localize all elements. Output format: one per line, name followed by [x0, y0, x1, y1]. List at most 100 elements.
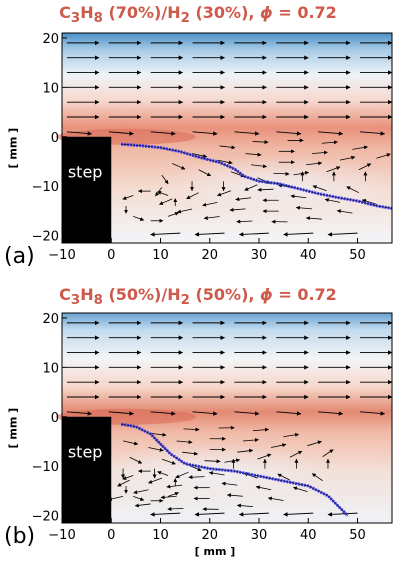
vortex-arrow: [277, 473, 291, 481]
return-flow-arrow: [283, 232, 314, 237]
flow-arrow: [318, 131, 344, 136]
flow-arrow: [150, 131, 176, 136]
flow-arrow: [234, 131, 260, 136]
vortex-arrow: [191, 153, 208, 158]
x-tick-label: 30: [251, 248, 268, 263]
step-block: [62, 416, 112, 523]
vortex-arrow: [252, 427, 269, 432]
flow-arrow: [192, 131, 218, 136]
x-tick-label: −10: [48, 248, 75, 263]
vortex-arrow: [208, 471, 225, 476]
vortex-arrow: [123, 440, 139, 446]
panel-b-y-axis-label: [ mm ]: [6, 407, 20, 449]
velocity-vectors: [66, 320, 393, 517]
vortex-arrow: [311, 150, 328, 155]
vortex-arrow: [336, 209, 353, 214]
vortex-arrow: [129, 456, 143, 464]
vortex-arrow: [236, 503, 253, 508]
vortex-arrow: [293, 170, 310, 176]
vortex-arrow: [251, 164, 267, 169]
flow-arrow: [359, 411, 386, 416]
vortex-arrow: [219, 145, 236, 150]
panel-a-title: C3H8 (70%)/H2 (30%), ϕ = 0.72: [59, 3, 337, 27]
flow-arrow: [66, 411, 93, 416]
vortex-arrow: [376, 153, 391, 159]
flow-arrow: [276, 131, 302, 136]
vortex-arrow: [358, 163, 372, 171]
vortex-arrow: [198, 169, 212, 177]
flame-front-core: [121, 423, 348, 516]
vortex-arrow: [236, 219, 253, 224]
panel-a-plot: step 20 10 0 −10 −20 −10 0 10 20 30 40 50: [32, 32, 396, 263]
vortex-arrow: [237, 448, 254, 453]
corner-vortex-arrow: [122, 475, 134, 480]
vortex-arrow: [204, 459, 221, 464]
vortex-arrow: [255, 485, 272, 491]
step-label: step: [68, 162, 103, 181]
vortex-arrow: [150, 432, 167, 437]
vortex-arrow: [289, 450, 303, 458]
return-flow-arrow: [327, 512, 358, 517]
vortex-arrow: [295, 205, 312, 210]
y-tick-label: −10: [32, 180, 59, 195]
return-flow-arrow: [238, 512, 269, 517]
flow-arrow: [234, 411, 260, 416]
vortex-arrow: [283, 432, 300, 438]
vortex-arrow: [117, 479, 130, 487]
step-label: step: [68, 442, 103, 461]
vortex-arrow: [188, 464, 202, 472]
vortex-arrow: [176, 440, 193, 445]
vortex-arrow: [242, 438, 259, 442]
vortex-arrow: [172, 163, 186, 170]
flow-arrow: [66, 131, 93, 136]
vortex-arrow: [290, 194, 307, 199]
flow-arrow: [318, 411, 344, 416]
return-flow-arrow: [194, 232, 225, 237]
return-flow-arrow: [283, 512, 314, 517]
panel-b-title: C3H8 (50%)/H2 (50%), ϕ = 0.72: [59, 285, 337, 309]
corner-vortex-arrow: [157, 470, 169, 476]
panel-a-y-axis-label: [ mm ]: [6, 127, 20, 169]
recirculation-zone: [158, 155, 396, 216]
flow-arrow: [108, 411, 134, 416]
x-tick-label: 20: [201, 248, 218, 263]
vortex-arrow: [167, 506, 184, 511]
vortex-arrow: [235, 197, 252, 202]
vortex-arrow: [133, 489, 149, 495]
flow-arrow: [108, 131, 134, 136]
vortex-arrow: [307, 440, 322, 447]
return-flow-arrow: [150, 232, 181, 237]
vortex-arrow: [203, 215, 220, 220]
return-flow-arrow: [327, 232, 358, 237]
vortex-arrow: [273, 171, 290, 176]
vortex-arrow: [224, 458, 241, 463]
vortex-arrow: [161, 174, 169, 185]
vortex-arrow: [321, 140, 338, 145]
return-flow-arrow: [150, 512, 181, 517]
x-tick-label: 20: [201, 528, 218, 543]
vortex-arrow: [270, 443, 287, 448]
step-block: [62, 136, 112, 243]
y-tick-label: 20: [42, 32, 59, 47]
vortex-arrow: [188, 475, 205, 480]
vortex-arrow: [148, 477, 163, 484]
return-flow-arrow: [194, 512, 225, 517]
y-tick-label: 0: [51, 131, 59, 146]
x-axis-label: [ mm ]: [194, 545, 236, 558]
x-tick-label: 40: [300, 248, 317, 263]
vortex-arrow: [352, 145, 369, 150]
x-tick-label: −10: [48, 528, 75, 543]
y-tick-label: −10: [32, 460, 59, 475]
vortex-arrow: [311, 473, 323, 481]
y-tick-label: 10: [42, 361, 59, 376]
vortex-arrow: [175, 471, 189, 479]
x-tick-label: 30: [251, 528, 268, 543]
flow-arrow: [276, 411, 302, 416]
vortex-arrow: [312, 185, 327, 192]
plot-frame: [61, 312, 393, 524]
vortex-arrow: [161, 458, 176, 465]
vortex-arrow: [176, 208, 193, 214]
flow-arrow: [359, 131, 386, 136]
vortex-arrow: [183, 427, 200, 432]
